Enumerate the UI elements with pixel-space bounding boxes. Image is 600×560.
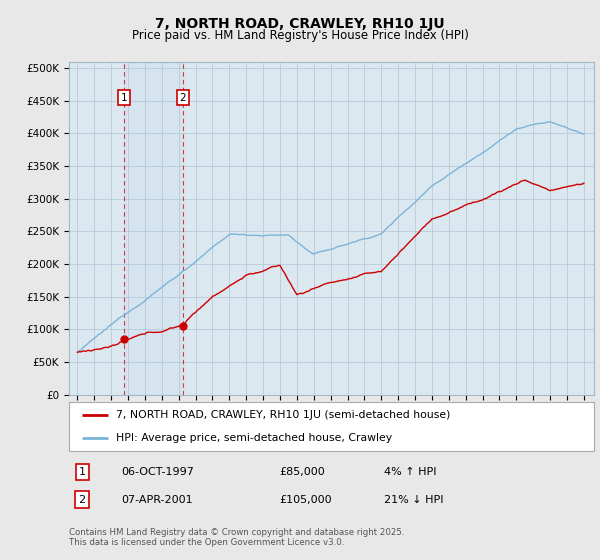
Text: 2: 2 xyxy=(79,494,86,505)
Text: £85,000: £85,000 xyxy=(279,467,325,477)
Text: 1: 1 xyxy=(121,92,127,102)
Text: HPI: Average price, semi-detached house, Crawley: HPI: Average price, semi-detached house,… xyxy=(116,433,392,444)
Text: £105,000: £105,000 xyxy=(279,494,332,505)
Text: 7, NORTH ROAD, CRAWLEY, RH10 1JU (semi-detached house): 7, NORTH ROAD, CRAWLEY, RH10 1JU (semi-d… xyxy=(116,410,451,421)
Text: 21% ↓ HPI: 21% ↓ HPI xyxy=(384,494,443,505)
Bar xyxy=(124,62,183,395)
Text: 4% ↑ HPI: 4% ↑ HPI xyxy=(384,467,437,477)
Text: 7, NORTH ROAD, CRAWLEY, RH10 1JU: 7, NORTH ROAD, CRAWLEY, RH10 1JU xyxy=(155,17,445,31)
Text: Contains HM Land Registry data © Crown copyright and database right 2025.
This d: Contains HM Land Registry data © Crown c… xyxy=(69,528,404,547)
Text: 06-OCT-1997: 06-OCT-1997 xyxy=(121,467,194,477)
Text: Price paid vs. HM Land Registry's House Price Index (HPI): Price paid vs. HM Land Registry's House … xyxy=(131,29,469,42)
Text: 2: 2 xyxy=(179,92,186,102)
Text: 07-APR-2001: 07-APR-2001 xyxy=(121,494,193,505)
Text: 1: 1 xyxy=(79,467,86,477)
